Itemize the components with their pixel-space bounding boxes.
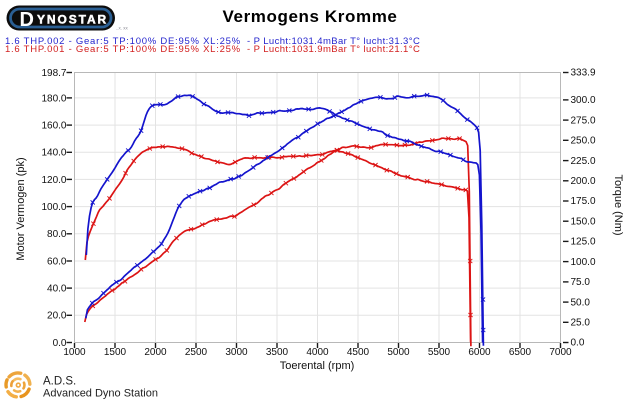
svg-text:1.6 THP.002 - Gear:5 TP:100% D: 1.6 THP.002 - Gear:5 TP:100% DE:95% XL:2… [5, 36, 241, 47]
svg-text:225.0: 225.0 [571, 156, 596, 167]
svg-text:3500: 3500 [266, 347, 289, 358]
svg-text:150.0: 150.0 [571, 216, 596, 227]
svg-text:Advanced Dyno Station: Advanced Dyno Station [43, 388, 158, 400]
svg-text:0.0: 0.0 [53, 338, 67, 349]
svg-text:- P Lucht:1031.4mBar T° lucht:: - P Lucht:1031.4mBar T° lucht:31.3°C [247, 36, 420, 47]
svg-text:Torque (Nm): Torque (Nm) [612, 174, 624, 235]
svg-text:4500: 4500 [347, 347, 370, 358]
svg-text:75.0: 75.0 [571, 277, 591, 288]
svg-text:100.0: 100.0 [41, 202, 66, 213]
svg-text:D: D [20, 9, 34, 31]
svg-text:2000: 2000 [144, 347, 167, 358]
svg-text:50.0: 50.0 [571, 297, 591, 308]
svg-text:A.D.S.: A.D.S. [43, 376, 76, 388]
svg-text:1500: 1500 [104, 347, 127, 358]
svg-text:..x. xx: ..x. xx [116, 26, 129, 31]
svg-text:1000: 1000 [63, 347, 86, 358]
svg-text:25.0: 25.0 [571, 318, 591, 329]
svg-text:20.0: 20.0 [47, 311, 67, 322]
svg-text:6500: 6500 [509, 347, 532, 358]
svg-text:198.7: 198.7 [41, 68, 66, 79]
svg-text:5000: 5000 [387, 347, 410, 358]
svg-text:333.9: 333.9 [571, 68, 596, 79]
svg-text:120.0: 120.0 [41, 175, 66, 186]
svg-text:1.6 THP.001 - Gear:5 TP:100% D: 1.6 THP.001 - Gear:5 TP:100% DE:95% XL:2… [5, 44, 241, 55]
svg-text:60.0: 60.0 [47, 256, 67, 267]
svg-text:YNOSTAR: YNOSTAR [37, 13, 108, 27]
svg-text:Vermogens Kromme: Vermogens Kromme [223, 7, 398, 26]
svg-text:300.0: 300.0 [571, 95, 596, 106]
svg-text:80.0: 80.0 [47, 229, 67, 240]
svg-text:160.0: 160.0 [41, 121, 66, 132]
svg-text:125.0: 125.0 [571, 237, 596, 248]
svg-text:7000: 7000 [549, 347, 572, 358]
svg-text:6000: 6000 [468, 347, 491, 358]
svg-text:275.0: 275.0 [571, 115, 596, 126]
svg-text:5500: 5500 [428, 347, 451, 358]
svg-text:175.0: 175.0 [571, 196, 596, 207]
svg-text:250.0: 250.0 [571, 136, 596, 147]
svg-text:- P Lucht:1031.9mBar T° lucht:: - P Lucht:1031.9mBar T° lucht:21.1°C [247, 44, 420, 55]
svg-text:180.0: 180.0 [41, 93, 66, 104]
svg-text:4000: 4000 [306, 347, 329, 358]
svg-text:40.0: 40.0 [47, 284, 67, 295]
svg-text:200.0: 200.0 [571, 176, 596, 187]
svg-text:100.0: 100.0 [571, 257, 596, 268]
svg-text:Motor Vermogen (pk): Motor Vermogen (pk) [15, 157, 27, 260]
svg-text:Toerental (rpm): Toerental (rpm) [280, 360, 355, 372]
svg-text:140.0: 140.0 [41, 148, 66, 159]
svg-text:2500: 2500 [185, 347, 208, 358]
svg-text:3000: 3000 [225, 347, 248, 358]
svg-text:0.0: 0.0 [571, 338, 585, 349]
